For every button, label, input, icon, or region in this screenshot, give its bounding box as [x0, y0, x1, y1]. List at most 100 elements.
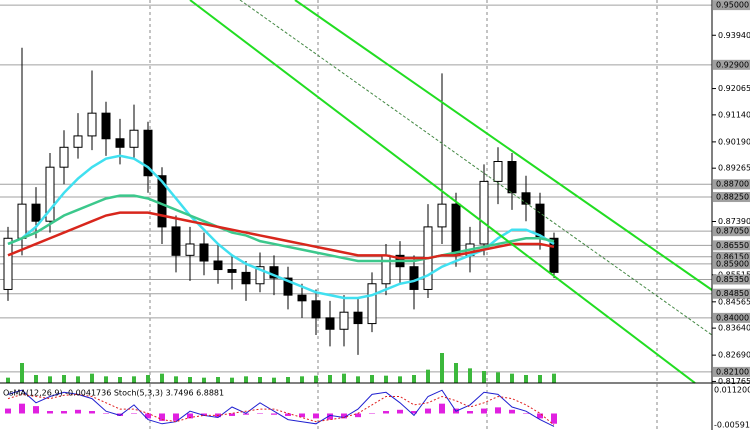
oscillator: 0.0112005 -0.005915: [5, 386, 750, 430]
volume-bar: [76, 376, 80, 383]
osma-bar: [509, 409, 515, 414]
osc-max-label: 0.0112005: [714, 386, 750, 395]
candle-body: [171, 226, 181, 256]
candle-body: [311, 300, 321, 319]
moving-averages: [7, 154, 555, 300]
osma-bar: [355, 413, 361, 418]
osma-bar: [439, 403, 445, 414]
volume-bar: [496, 372, 500, 383]
osc-min-label: -0.005915: [714, 421, 750, 430]
volume-bar: [272, 377, 276, 383]
level-label: 0.84000: [716, 313, 749, 322]
candle-body: [73, 135, 83, 148]
osma-bar: [327, 413, 333, 420]
candle-body: [3, 237, 13, 290]
stoch-line: [7, 393, 555, 426]
osma-bar: [383, 411, 389, 414]
level-label: 0.88250: [716, 193, 749, 202]
osma-bar: [75, 409, 81, 414]
candle-body: [507, 161, 517, 194]
volume-bar: [552, 373, 556, 383]
osma-bar: [131, 413, 137, 414]
osma-bar: [467, 411, 473, 414]
osma-bar: [19, 403, 25, 414]
volume-bar: [20, 363, 24, 383]
level-label-box: [713, 251, 750, 262]
candle-body: [143, 129, 153, 177]
stoch-line: [7, 389, 555, 427]
volume-bar: [118, 377, 122, 383]
osma-bar: [425, 408, 431, 414]
volume-bar: [440, 353, 444, 383]
level-label-box: [713, 0, 750, 11]
volume-bar: [370, 375, 374, 383]
candle-body: [129, 129, 139, 148]
osma-bar: [201, 413, 207, 416]
candle-body: [493, 161, 503, 182]
osma-bar: [271, 413, 277, 415]
osma-bar: [47, 411, 53, 414]
candle-body: [283, 277, 293, 296]
candle-body: [409, 266, 419, 290]
osma-bar: [299, 413, 305, 418]
candle-body: [325, 317, 335, 330]
volume: [6, 353, 556, 383]
osma-bar: [285, 413, 291, 416]
trend-lines: [189, 0, 713, 384]
candle-body: [353, 311, 363, 325]
volume-bar: [412, 375, 416, 383]
volume-bar: [426, 369, 430, 383]
level-label-box: [713, 258, 750, 269]
candle-body: [521, 192, 531, 205]
moving-average: [7, 211, 555, 260]
volume-bar: [482, 371, 486, 383]
volume-bar: [328, 375, 332, 383]
candle-body: [213, 260, 223, 271]
volume-bar: [216, 377, 220, 383]
level-label: 0.85350: [716, 275, 749, 284]
volume-bar: [62, 375, 66, 383]
osma-bar: [551, 413, 557, 424]
level-label-box: [713, 240, 750, 251]
level-label: 0.86150: [716, 252, 749, 261]
volume-bar: [6, 377, 10, 383]
y-tick-label: 0.81765: [718, 377, 750, 386]
candle-body: [87, 112, 97, 137]
level-label: 0.86550: [716, 241, 749, 250]
candle-body: [451, 203, 461, 256]
osma-bar: [5, 408, 11, 414]
volume-bar: [398, 376, 402, 383]
candle-body: [59, 146, 69, 168]
osma-bar: [173, 413, 179, 421]
volume-bar: [510, 373, 514, 383]
level-label: 0.92900: [716, 60, 749, 69]
y-tick-label: 0.92065: [718, 84, 750, 93]
osma-bar: [411, 411, 417, 414]
level-label-box: [713, 59, 750, 70]
osma-bar: [537, 413, 543, 419]
osma-bar: [61, 411, 67, 414]
candle-body: [101, 112, 111, 140]
trend-line: [189, 0, 696, 384]
level-label-box: [713, 179, 750, 190]
level-label-box: [713, 288, 750, 299]
candle-body: [31, 203, 41, 222]
level-label: 0.84850: [716, 289, 749, 298]
volume-bar: [160, 373, 164, 383]
volume-bar: [454, 363, 458, 383]
osma-bar: [313, 413, 319, 419]
osma-bar: [187, 413, 193, 419]
y-tick-label: 0.83640: [718, 324, 750, 333]
volume-bar: [90, 373, 94, 383]
level-label-box: [713, 192, 750, 203]
volume-bar: [342, 373, 346, 383]
volume-bar: [104, 376, 108, 383]
level-label: 0.88700: [716, 180, 749, 189]
volume-bar: [202, 377, 206, 383]
candle-body: [381, 254, 391, 285]
price-axis: 0.93940 0.92065 0.91140 0.90190 0.89265 0.873…: [712, 0, 750, 386]
y-tick-label: 0.87390: [718, 217, 750, 226]
volume-bar: [468, 368, 472, 383]
